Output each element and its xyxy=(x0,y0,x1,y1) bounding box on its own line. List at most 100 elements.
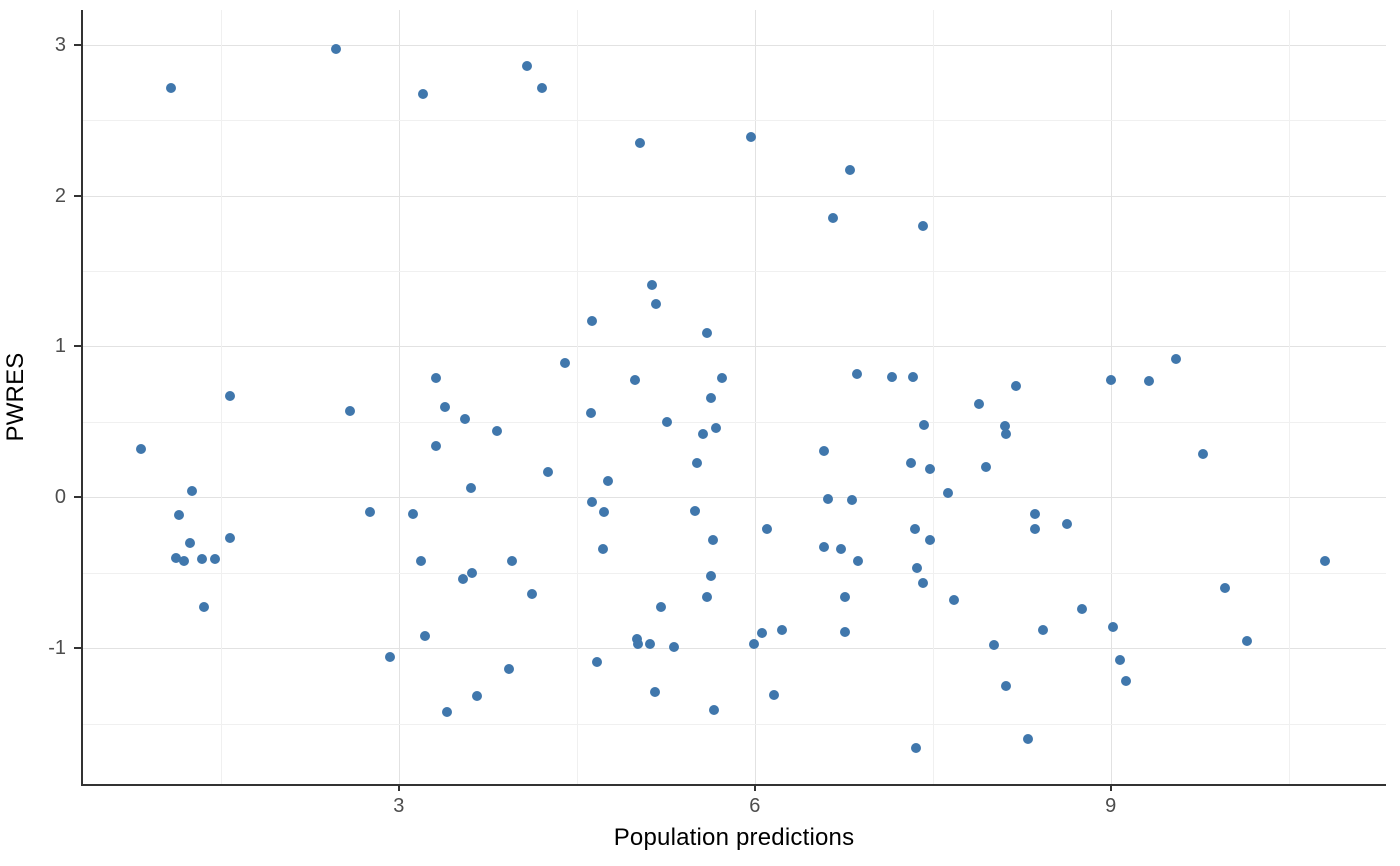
data-point xyxy=(419,631,430,642)
y-axis-tick-label: 2 xyxy=(54,184,66,207)
x-axis-title: Population predictions xyxy=(613,824,855,851)
y-minor-gridline xyxy=(82,271,1386,272)
data-point xyxy=(184,537,195,548)
plot-panel xyxy=(81,10,1386,786)
data-point xyxy=(1121,676,1132,687)
data-point xyxy=(918,578,929,589)
data-point xyxy=(633,638,644,649)
x-major-gridline xyxy=(1111,10,1112,784)
data-point xyxy=(408,508,419,519)
data-point xyxy=(768,689,779,700)
data-point xyxy=(818,542,829,553)
data-point xyxy=(440,401,451,412)
data-point xyxy=(587,496,598,507)
data-point xyxy=(504,664,515,675)
data-point xyxy=(974,398,985,409)
y-major-gridline xyxy=(82,45,1386,46)
y-axis-title: PWRES xyxy=(2,352,29,442)
x-axis-line xyxy=(81,784,1386,786)
data-point xyxy=(1001,428,1012,439)
data-point xyxy=(949,594,960,605)
data-point xyxy=(209,554,220,565)
y-axis-tick-label: 1 xyxy=(54,335,66,358)
data-point xyxy=(599,507,610,518)
data-point xyxy=(691,457,702,468)
data-point xyxy=(909,524,920,535)
data-point xyxy=(365,507,376,518)
data-point xyxy=(761,524,772,535)
data-point xyxy=(430,373,441,384)
data-point xyxy=(225,391,236,402)
data-point xyxy=(602,475,613,486)
data-point xyxy=(466,483,477,494)
data-point xyxy=(828,213,839,224)
y-axis-tick-mark xyxy=(74,43,81,46)
data-point xyxy=(716,373,727,384)
data-point xyxy=(656,602,667,613)
data-point xyxy=(1219,582,1230,593)
data-point xyxy=(416,555,427,566)
data-point xyxy=(981,462,992,473)
data-point xyxy=(492,425,503,436)
y-minor-gridline xyxy=(82,120,1386,121)
x-axis-tick-mark xyxy=(753,784,756,791)
data-point xyxy=(925,534,936,545)
data-point xyxy=(136,444,147,455)
data-point xyxy=(430,441,441,452)
x-axis-tick-label: 3 xyxy=(393,795,405,817)
data-point xyxy=(823,493,834,504)
data-point xyxy=(851,368,862,379)
data-point xyxy=(1105,374,1116,385)
data-point xyxy=(911,742,922,753)
data-point xyxy=(709,705,720,716)
data-point xyxy=(170,552,181,563)
data-point xyxy=(1077,603,1088,614)
data-point xyxy=(748,638,759,649)
data-point xyxy=(1029,524,1040,535)
data-point xyxy=(442,706,453,717)
data-point xyxy=(1022,733,1033,744)
data-point xyxy=(1029,508,1040,519)
data-point xyxy=(705,570,716,581)
data-point xyxy=(710,422,721,433)
data-point xyxy=(844,164,855,175)
y-major-gridline xyxy=(82,196,1386,197)
data-point xyxy=(847,495,858,506)
data-point xyxy=(165,83,176,94)
data-point xyxy=(1170,353,1181,364)
data-point xyxy=(907,371,918,382)
y-axis-line xyxy=(81,10,83,784)
data-point xyxy=(690,505,701,516)
y-axis-tick-mark xyxy=(74,345,81,348)
y-major-gridline xyxy=(82,497,1386,498)
data-point xyxy=(586,407,597,418)
x-minor-gridline xyxy=(933,10,934,784)
data-point xyxy=(839,626,850,637)
data-point xyxy=(460,413,471,424)
data-point xyxy=(702,327,713,338)
data-point xyxy=(646,279,657,290)
data-point xyxy=(650,686,661,697)
data-point xyxy=(1115,655,1126,666)
data-point xyxy=(629,374,640,385)
y-axis-tick-mark xyxy=(74,194,81,197)
y-minor-gridline xyxy=(82,422,1386,423)
data-point xyxy=(457,573,468,584)
data-point xyxy=(912,563,923,574)
y-minor-gridline xyxy=(82,724,1386,725)
data-point xyxy=(199,602,210,613)
data-point xyxy=(385,652,396,663)
data-point xyxy=(669,641,680,652)
data-point xyxy=(836,543,847,554)
data-point xyxy=(1143,376,1154,387)
x-major-gridline xyxy=(399,10,400,784)
x-axis-tick-label: 9 xyxy=(1105,795,1117,817)
data-point xyxy=(708,534,719,545)
data-point xyxy=(472,691,483,702)
data-point xyxy=(330,44,341,55)
x-axis-tick-mark xyxy=(1109,784,1112,791)
data-point xyxy=(537,83,548,94)
data-point xyxy=(225,533,236,544)
y-axis-tick-mark xyxy=(74,496,81,499)
x-minor-gridline xyxy=(221,10,222,784)
